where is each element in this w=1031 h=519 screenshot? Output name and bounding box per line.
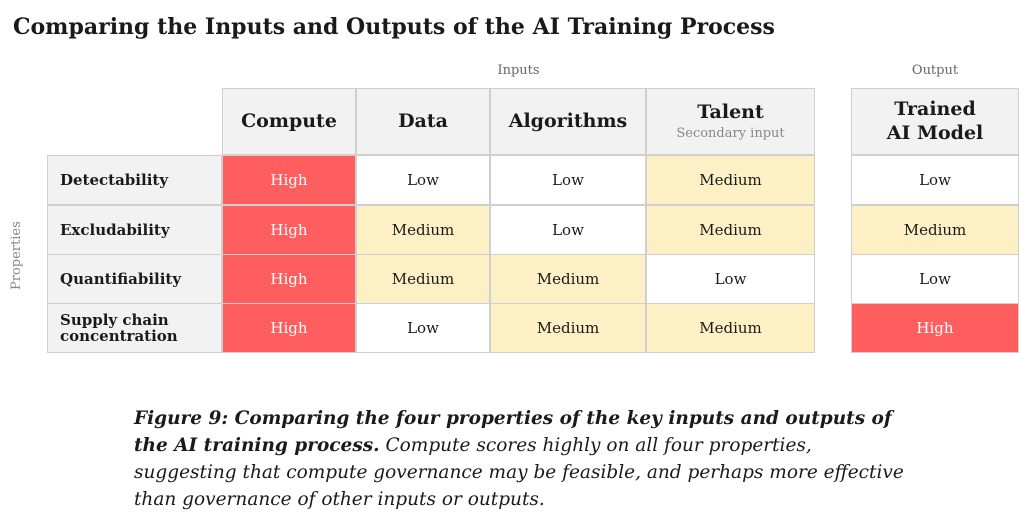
figure-title: Comparing the Inputs and Outputs of the … — [13, 14, 775, 40]
table-cell: Low — [490, 155, 646, 205]
table-cell: Medium — [646, 303, 815, 353]
column-header-label: Trained AI Model — [886, 97, 984, 144]
table-cell: Medium — [851, 205, 1019, 255]
column-header: Talent Secondary input — [646, 88, 815, 155]
row-label: Quantifiability — [47, 254, 222, 304]
table-cell: Medium — [356, 254, 490, 304]
column-header-label: Algorithms — [508, 109, 628, 132]
column-header-subtitle: Secondary input — [676, 125, 785, 141]
column-header-label: Compute — [241, 109, 337, 132]
row-label: Detectability — [47, 155, 222, 205]
table-cell: High — [222, 205, 356, 255]
table-cell: Low — [490, 205, 646, 255]
column-header: Trained AI Model — [851, 88, 1019, 155]
table-cell: Medium — [646, 205, 815, 255]
table-cell: Low — [646, 254, 815, 304]
table-cell: High — [222, 254, 356, 304]
table-cell: Medium — [490, 254, 646, 304]
row-label: Supply chain concentration — [47, 303, 222, 353]
column-header-label: Talent — [697, 101, 764, 123]
caption-text: Compute scores highly on all four proper… — [134, 435, 904, 510]
output-group-label: Output — [911, 63, 959, 78]
column-header: Compute — [222, 88, 356, 155]
table-cell: High — [222, 303, 356, 353]
column-header-label: Data — [398, 109, 448, 132]
table-cell: Low — [356, 303, 490, 353]
column-header: Data — [356, 88, 490, 155]
table-cell: Low — [356, 155, 490, 205]
table-cell: Medium — [356, 205, 490, 255]
caption-label: Figure 9: Comparing the four properties … — [134, 408, 892, 456]
row-label: Excludability — [47, 205, 222, 255]
table-cell: Medium — [646, 155, 815, 205]
figure-caption: Figure 9: Comparing the four properties … — [134, 405, 914, 513]
properties-axis-label: Properties — [9, 221, 24, 290]
table-cell: Low — [851, 155, 1019, 205]
column-header: Algorithms — [490, 88, 646, 155]
table-cell: High — [851, 303, 1019, 353]
table-cell: High — [222, 155, 356, 205]
table-cell: Medium — [490, 303, 646, 353]
table-cell: Low — [851, 254, 1019, 304]
inputs-group-label: Inputs — [497, 63, 540, 78]
